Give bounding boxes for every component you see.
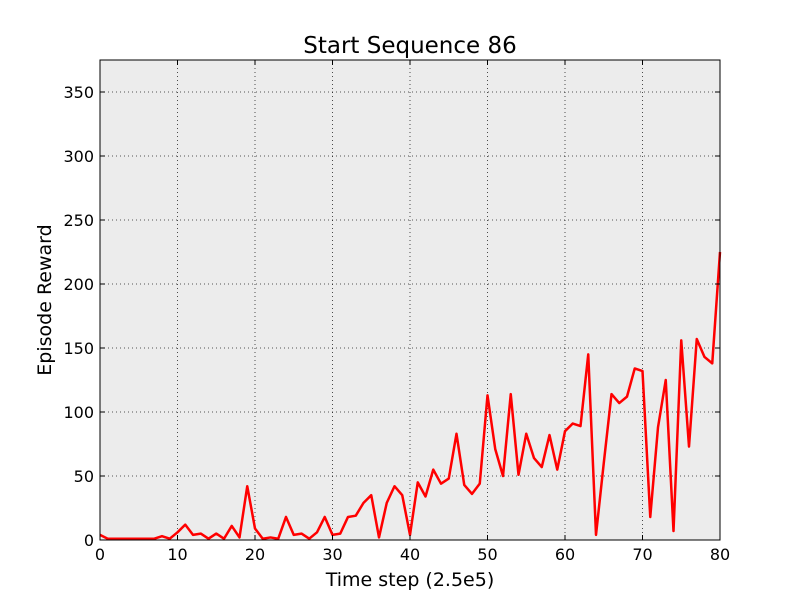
x-tick-label: 0 <box>95 545 105 564</box>
x-tick-label: 10 <box>167 545 187 564</box>
y-tick-label: 0 <box>84 531 94 550</box>
tick-labels: 0 10 20 30 40 50 60 70 80 0 50 100 150 200 250 300 350 <box>63 83 730 564</box>
y-axis-label: Episode Reward <box>34 224 56 375</box>
x-tick-label: 40 <box>400 545 420 564</box>
y-tick-label: 50 <box>74 467 94 486</box>
y-tick-label: 300 <box>63 147 94 166</box>
y-tick-label: 250 <box>63 211 94 230</box>
x-axis-label: Time step (2.5e5) <box>325 569 495 591</box>
y-tick-label: 350 <box>63 83 94 102</box>
x-tick-label: 20 <box>245 545 265 564</box>
y-tick-label: 100 <box>63 403 94 422</box>
series-layer <box>99 251 722 540</box>
x-tick-label: 70 <box>632 545 652 564</box>
series-line <box>99 251 722 540</box>
x-tick-label: 30 <box>322 545 342 564</box>
x-tick-label: 80 <box>710 545 730 564</box>
x-tick-label: 60 <box>555 545 575 564</box>
y-tick-label: 150 <box>63 339 94 358</box>
y-tick-label: 200 <box>63 275 94 294</box>
grid-lines <box>100 60 720 540</box>
tick-marks <box>99 60 721 541</box>
x-tick-label: 50 <box>477 545 497 564</box>
chart-title: Start Sequence 86 <box>303 33 517 59</box>
